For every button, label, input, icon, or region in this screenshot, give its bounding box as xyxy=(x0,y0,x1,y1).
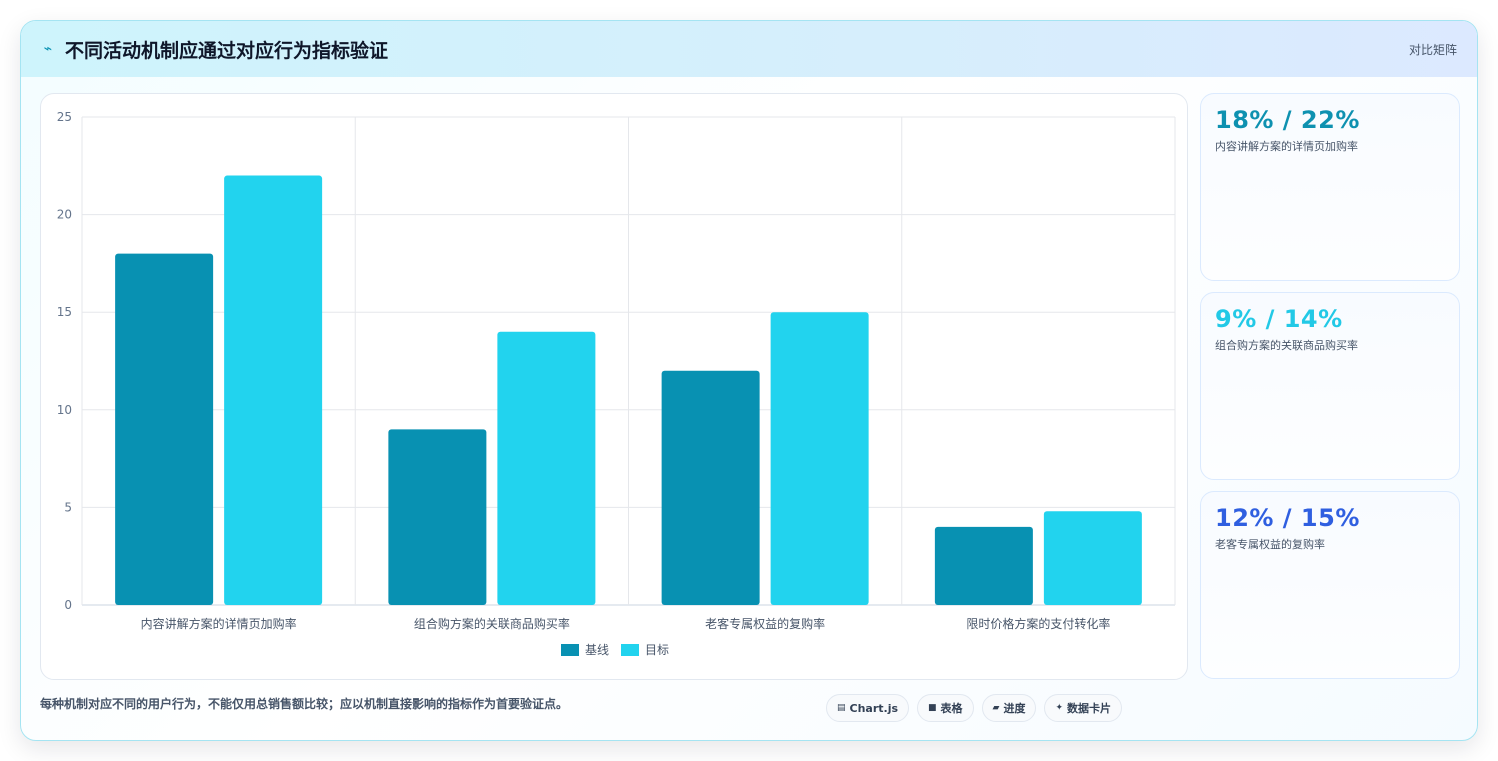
bar xyxy=(388,429,487,605)
x-tick-label: 内容讲解方案的详情页加购率 xyxy=(141,616,297,631)
card-header: ⌁ 不同活动机制应通过对应行为指标验证 对比矩阵 xyxy=(21,21,1477,77)
pill-table[interactable]: ■ 表格 xyxy=(917,694,974,722)
pill-datacard[interactable]: ✦ 数据卡片 xyxy=(1044,694,1123,722)
pill-progress[interactable]: ▰ 进度 xyxy=(981,694,1037,722)
stat-card-3: 12% / 15% 老客专属权益的复购率 xyxy=(1200,491,1460,679)
datacard-icon: ✦ xyxy=(1055,703,1064,713)
lightning-icon: ⌁ xyxy=(43,41,53,57)
bar xyxy=(1043,511,1142,605)
bar xyxy=(934,526,1033,605)
x-tick-label: 老客专属权益的复购率 xyxy=(705,616,825,631)
pill-chartjs[interactable]: ▤ Chart.js xyxy=(826,694,910,722)
pill-label: 进度 xyxy=(1003,702,1026,715)
bar-chart-panel: 0 5 10 15 20 25 内容讲解方案的详情页加购率 组合购方案的关联商品购买率 老客专属… xyxy=(40,93,1188,680)
legend-label: 基线 xyxy=(585,643,609,657)
stat-value: 18% / 22% xyxy=(1215,106,1360,134)
stat-card-1: 18% / 22% 内容讲解方案的详情页加购率 xyxy=(1200,93,1460,281)
bar xyxy=(770,312,869,605)
progress-icon: ▰ xyxy=(992,703,1000,713)
stat-value: 9% / 14% xyxy=(1215,305,1343,333)
bar-chart: 0 5 10 15 20 25 内容讲解方案的详情页加购率 组合购方案的关联商品购买率 老客专属… xyxy=(57,110,1176,657)
table-icon: ■ xyxy=(928,703,937,713)
legend-swatch xyxy=(621,644,639,656)
stat-label: 组合购方案的关联商品购买率 xyxy=(1215,339,1358,352)
stat-card-2: 9% / 14% 组合购方案的关联商品购买率 xyxy=(1200,292,1460,480)
y-tick-label: 10 xyxy=(57,403,72,417)
chart-icon: ▤ xyxy=(837,703,846,713)
bar xyxy=(115,253,214,605)
x-tick-label: 组合购方案的关联商品购买率 xyxy=(414,616,570,631)
pill-label: Chart.js xyxy=(849,701,899,715)
stat-label: 内容讲解方案的详情页加购率 xyxy=(1215,140,1358,153)
y-tick-label: 20 xyxy=(57,208,72,222)
footer-note: 每种机制对应不同的用户行为，不能仅用总销售额比较；应以机制直接影响的指标作为首要… xyxy=(40,697,569,711)
card-title: 不同活动机制应通过对应行为指标验证 xyxy=(65,39,389,62)
y-tick-label: 25 xyxy=(57,110,72,124)
legend-swatch xyxy=(561,644,579,656)
bar xyxy=(497,331,596,605)
pill-label: 数据卡片 xyxy=(1067,702,1112,715)
bar xyxy=(661,370,760,605)
matrix-tag: 对比矩阵 xyxy=(1408,42,1457,57)
comparison-card: ⌁ 不同活动机制应通过对应行为指标验证 对比矩阵 0 5 10 15 20 25 内容讲解方… xyxy=(20,20,1478,741)
x-tick-label: 限时价格方案的支付转化率 xyxy=(966,616,1110,631)
feature-pills: ▤ Chart.js ■ 表格 ▰ 进度 ✦ 数据卡片 xyxy=(826,694,1123,722)
bar xyxy=(224,175,323,605)
y-tick-label: 0 xyxy=(64,598,72,612)
pill-label: 表格 xyxy=(940,702,963,715)
stat-value: 12% / 15% xyxy=(1215,504,1360,532)
stat-label: 老客专属权益的复购率 xyxy=(1215,538,1325,551)
y-tick-label: 15 xyxy=(57,305,72,319)
y-tick-label: 5 xyxy=(64,500,72,514)
legend-label: 目标 xyxy=(645,643,669,657)
